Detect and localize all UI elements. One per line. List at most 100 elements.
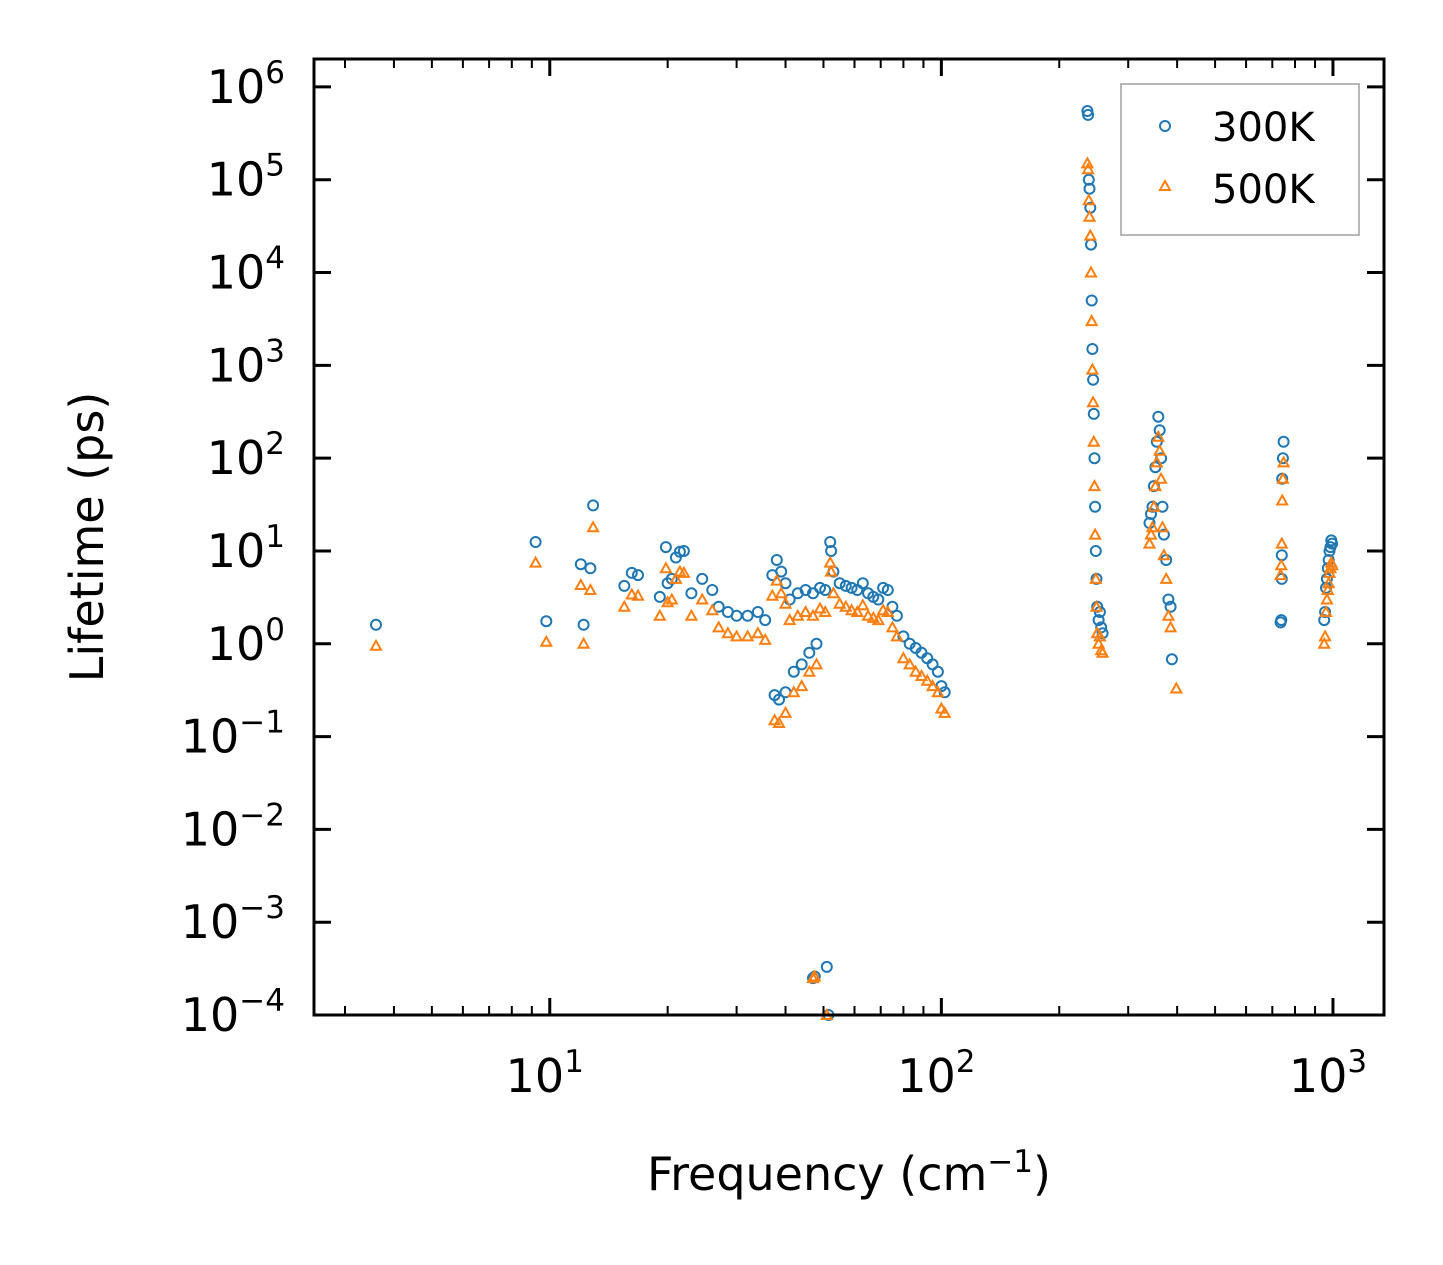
point-500k: [1083, 228, 1097, 241]
point-500k: [809, 657, 824, 670]
point-500k: [850, 604, 864, 617]
point-500k: [909, 664, 923, 677]
point-500k: [802, 664, 816, 677]
point-300k: [1164, 600, 1177, 613]
point-500k: [1317, 636, 1331, 649]
x-tick-label: 101: [506, 1044, 584, 1103]
y-tick-label: 106: [207, 55, 285, 114]
point-500k: [528, 555, 543, 568]
point-300k: [1087, 373, 1100, 386]
x-tick-label: 103: [1289, 1044, 1367, 1103]
point-500k: [778, 596, 793, 609]
point-500k: [660, 595, 675, 608]
point-300k: [685, 587, 698, 600]
point-500k: [1275, 493, 1289, 506]
point-500k: [1082, 209, 1097, 222]
y-tick-label: 10−4: [181, 983, 285, 1042]
point-500k: [669, 571, 683, 584]
point-500k: [787, 685, 801, 698]
point-500k: [861, 608, 875, 621]
point-500k: [1142, 536, 1157, 549]
point-300k: [706, 584, 719, 596]
legend-marker-300k: [1159, 120, 1171, 132]
point-500k: [653, 608, 667, 621]
point-500k: [774, 586, 788, 599]
point-500k: [712, 620, 726, 633]
point-300k: [803, 646, 816, 659]
point-300k: [584, 562, 597, 575]
point-300k: [856, 577, 869, 590]
point-300k: [1085, 294, 1098, 307]
point-300k: [759, 614, 772, 627]
point-300k: [741, 609, 754, 622]
point-500k: [659, 561, 673, 574]
legend-box: [1120, 83, 1360, 236]
point-500k: [1273, 568, 1288, 581]
plot-frame: [312, 57, 1386, 1017]
point-500k: [1144, 527, 1158, 540]
point-500k: [795, 679, 809, 692]
point-500k: [770, 573, 784, 586]
point-500k: [925, 679, 940, 692]
point-500k: [772, 715, 786, 728]
point-500k: [574, 577, 588, 590]
y-tick-label: 105: [207, 148, 285, 207]
point-300k: [1092, 614, 1105, 627]
y-tick-label: 101: [207, 519, 285, 578]
y-tick-label: 102: [207, 426, 285, 485]
point-500k: [824, 564, 838, 577]
point-500k: [856, 598, 870, 611]
point-500k: [695, 592, 709, 605]
point-500k: [1321, 582, 1335, 595]
point-500k: [1095, 645, 1110, 658]
point-500k: [765, 588, 779, 601]
point-300k: [1087, 407, 1100, 420]
point-500k: [684, 608, 699, 621]
point-500k: [1093, 629, 1107, 642]
point-300k: [795, 658, 808, 671]
point-500k: [1151, 429, 1165, 442]
point-500k: [617, 599, 631, 612]
point-300k: [820, 960, 833, 973]
series-500k: [369, 156, 1339, 1020]
point-300k: [839, 579, 852, 592]
point-300k: [770, 554, 783, 566]
point-500k: [576, 636, 591, 649]
point-300k: [1326, 537, 1339, 550]
point-500k: [1145, 520, 1160, 533]
point-500k: [1088, 527, 1102, 540]
point-500k: [1084, 265, 1098, 278]
point-500k: [1085, 362, 1100, 375]
point-500k: [1154, 471, 1168, 484]
point-300k: [529, 536, 542, 548]
x-axis-label-close: ): [1033, 1147, 1051, 1201]
point-300k: [775, 565, 788, 578]
point-300k: [587, 499, 600, 512]
point-300k: [1157, 528, 1170, 541]
point-500k: [1147, 499, 1161, 512]
point-300k: [810, 637, 823, 650]
point-500k: [1322, 576, 1336, 589]
point-300k: [574, 558, 587, 571]
point-500k: [1276, 471, 1290, 484]
point-500k: [903, 657, 917, 670]
point-500k: [751, 626, 765, 639]
point-300k: [825, 545, 838, 557]
y-tick-label: 104: [207, 241, 285, 300]
y-tick-label: 103: [207, 333, 285, 392]
point-500k: [1087, 434, 1101, 447]
point-500k: [1089, 599, 1104, 612]
point-500k: [914, 668, 929, 681]
point-300k: [1162, 593, 1175, 606]
point-500k: [844, 603, 859, 616]
point-300k: [845, 581, 858, 594]
point-500k: [1089, 571, 1103, 584]
point-300k: [819, 584, 832, 596]
legend-label-300k: 300K: [1212, 105, 1316, 151]
point-500k: [866, 610, 880, 623]
point-500k: [920, 673, 934, 686]
point-500k: [1319, 604, 1333, 617]
point-500k: [896, 651, 911, 664]
point-500k: [369, 638, 383, 651]
point-500k: [1148, 479, 1163, 492]
